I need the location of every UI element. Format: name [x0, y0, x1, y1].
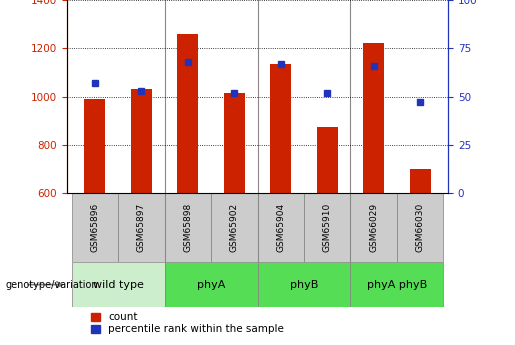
Bar — [72, 262, 165, 307]
Text: GSM65902: GSM65902 — [230, 203, 239, 252]
Bar — [177, 34, 198, 193]
Bar — [317, 127, 338, 193]
Bar — [211, 193, 258, 262]
Text: GSM65904: GSM65904 — [276, 203, 285, 252]
Bar — [350, 262, 443, 307]
Bar — [397, 193, 443, 262]
Bar — [304, 193, 350, 262]
Text: wild type: wild type — [93, 280, 144, 289]
Bar — [165, 193, 211, 262]
Bar — [224, 93, 245, 193]
Text: genotype/variation: genotype/variation — [5, 280, 98, 289]
Bar — [350, 193, 397, 262]
Bar — [118, 193, 165, 262]
Bar — [270, 64, 291, 193]
Text: GSM65898: GSM65898 — [183, 203, 192, 252]
Text: GSM65897: GSM65897 — [137, 203, 146, 252]
Text: GSM65910: GSM65910 — [323, 203, 332, 252]
Text: phyA: phyA — [197, 280, 225, 289]
Bar — [131, 89, 152, 193]
Bar — [84, 99, 105, 193]
Text: GSM65896: GSM65896 — [90, 203, 99, 252]
Bar — [72, 193, 118, 262]
Bar — [258, 262, 350, 307]
Legend: count, percentile rank within the sample: count, percentile rank within the sample — [91, 312, 284, 334]
Text: phyA phyB: phyA phyB — [367, 280, 427, 289]
Text: GSM66030: GSM66030 — [416, 203, 425, 252]
Bar — [363, 43, 384, 193]
Text: GSM66029: GSM66029 — [369, 203, 378, 252]
Bar — [258, 193, 304, 262]
Bar — [410, 169, 431, 193]
Bar — [165, 262, 258, 307]
Text: phyB: phyB — [290, 280, 318, 289]
